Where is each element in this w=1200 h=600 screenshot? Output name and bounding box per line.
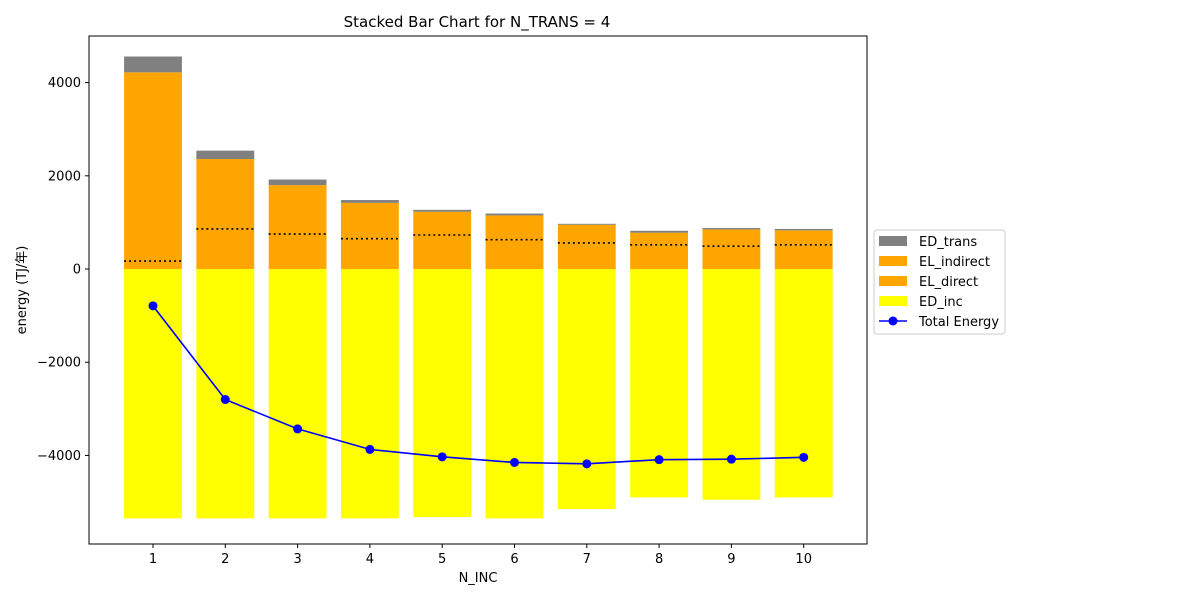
bar-ed-inc-3: [268, 269, 327, 519]
x-tick-label-2: 2: [221, 552, 229, 567]
bar-el-direct-1: [124, 261, 182, 270]
bar-ed-inc-10: [774, 269, 833, 498]
bar-el-direct-4: [340, 238, 399, 270]
bar-ed-trans-2: [196, 150, 255, 160]
bar-ed-inc-7: [557, 269, 616, 510]
legend-label-ed-trans: ED_trans: [919, 235, 977, 250]
bar-el-direct-5: [413, 235, 472, 270]
bar-el-direct-6: [485, 239, 544, 270]
bar-ed-trans-5: [413, 209, 472, 212]
total-energy-point-2: [220, 395, 230, 405]
bar-el-direct-9: [702, 246, 761, 270]
bar-el-indirect-10: [774, 230, 833, 245]
bar-el-indirect-3: [268, 185, 327, 235]
x-tick-label-10: 10: [795, 552, 812, 567]
bar-ed-inc-5: [413, 269, 472, 517]
total-energy-polyline: [152, 305, 804, 465]
total-energy-point-1: [148, 301, 158, 311]
bar-ed-trans-9: [702, 228, 761, 230]
legend-label-el-direct: EL_direct: [919, 275, 978, 290]
plot-frame: [88, 35, 868, 545]
chart-title: Stacked Bar Chart for N_TRANS = 4: [344, 13, 611, 32]
x-tick-label-6: 6: [510, 552, 518, 567]
legend: ED_trans EL_indirect EL_direct ED_inc Total …: [873, 229, 1006, 335]
bar-el-direct-2: [196, 228, 255, 270]
bar-ed-inc-4: [340, 269, 399, 519]
bar-ed-inc-1: [124, 269, 182, 519]
y-tick-label-5: 4000: [48, 76, 81, 91]
total-energy-point-5: [437, 452, 447, 462]
legend-label-el-indirect: EL_indirect: [919, 255, 990, 270]
x-tick-label-7: 7: [583, 552, 591, 567]
y-tick-label-1: −4000: [37, 449, 81, 464]
bar-el-direct-10: [774, 244, 833, 270]
y-tick-label-4: 2000: [48, 169, 81, 184]
bar-el-indirect-6: [485, 215, 544, 240]
y-tick-label-3: 0: [73, 263, 81, 278]
bar-ed-inc-6: [485, 269, 544, 519]
x-tick-label-9: 9: [727, 552, 735, 567]
y-axis-label: energy (TJ/年): [15, 246, 30, 335]
bar-el-indirect-4: [340, 202, 399, 239]
bar-el-direct-8: [630, 244, 689, 270]
bar-el-direct-3: [268, 234, 327, 270]
bar-el-direct-7: [557, 242, 616, 270]
legend-label-ed-inc: ED_inc: [919, 295, 963, 310]
total-energy-point-9: [726, 454, 736, 464]
y-tick-label-2: −2000: [37, 356, 81, 371]
legend-swatch-el-direct: [879, 276, 907, 286]
total-energy-point-4: [365, 444, 375, 454]
bar-el-indirect-5: [413, 211, 472, 236]
y-axis: −4000 −2000 0 2000 4000: [37, 76, 89, 464]
legend-swatch-ed-inc: [879, 296, 907, 306]
bars: [124, 56, 833, 519]
bar-ed-inc-9: [702, 269, 761, 500]
legend-swatch-el-indirect: [879, 256, 907, 266]
bar-el-indirect-7: [557, 224, 616, 243]
bar-el-indirect-8: [630, 232, 689, 245]
x-axis-label: N_INC: [459, 571, 498, 586]
bar-ed-trans-10: [774, 228, 833, 231]
total-energy-point-10: [799, 452, 809, 462]
bar-ed-inc-2: [196, 269, 255, 519]
x-tick-label-5: 5: [438, 552, 446, 567]
total-energy-point-8: [654, 455, 664, 465]
x-tick-label-4: 4: [366, 552, 374, 567]
total-energy-line: [148, 301, 809, 469]
total-energy-point-7: [582, 459, 592, 469]
bar-ed-trans-8: [630, 230, 689, 233]
bar-el-indirect-2: [196, 159, 255, 229]
bar-ed-trans-4: [340, 200, 399, 203]
bar-ed-trans-6: [485, 213, 544, 216]
bar-ed-trans-7: [557, 223, 616, 225]
legend-swatch-ed-trans: [879, 236, 907, 246]
x-tick-label-1: 1: [149, 552, 157, 567]
legend-label-total-energy: Total Energy: [918, 315, 999, 330]
bar-el-indirect-1: [124, 72, 182, 262]
total-energy-point-3: [293, 424, 303, 434]
x-axis: 1 2 3 4 5 6 7 8 9 10: [149, 544, 812, 567]
total-energy-point-6: [510, 457, 519, 467]
x-tick-label-3: 3: [293, 552, 301, 567]
bar-ed-trans-3: [268, 179, 327, 186]
bar-el-indirect-9: [702, 229, 761, 247]
x-tick-label-8: 8: [655, 552, 663, 567]
legend-marker-total-energy: [888, 316, 898, 326]
bar-ed-trans-1: [124, 56, 182, 73]
